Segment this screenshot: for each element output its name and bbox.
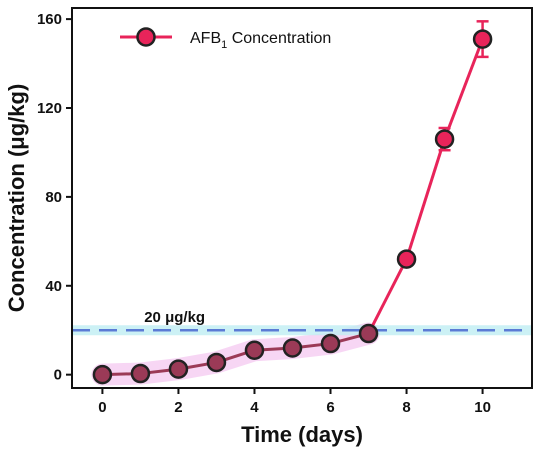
data-point: [358, 323, 379, 344]
data-point: [206, 352, 227, 373]
y-axis-label: Concentration (μg/kg): [4, 84, 29, 313]
series-line-segment: [405, 138, 446, 260]
x-ticks: 0 2 4 6 8 10: [98, 388, 491, 416]
x-tick-label: 0: [98, 399, 106, 416]
data-point: [244, 340, 265, 360]
reference-line-label: 20 μg/kg: [144, 309, 205, 326]
data-point: [92, 364, 113, 385]
data-point: [396, 249, 417, 269]
data-point: [130, 363, 151, 384]
y-ticks: 0 40 80 120 160: [37, 11, 72, 384]
x-tick-label: 10: [474, 399, 491, 416]
x-tick-label: 6: [326, 399, 334, 416]
legend: AFB1 Concentration: [120, 27, 331, 51]
data-point: [168, 359, 189, 379]
data-point: [282, 338, 303, 358]
legend-marker-sample: [136, 27, 156, 47]
series-line-segment: [367, 258, 408, 335]
data-point: [320, 333, 341, 354]
y-tick-label: 0: [54, 367, 62, 384]
legend-series-subscript: 1: [221, 39, 227, 51]
data-point: [472, 29, 493, 49]
legend-series-rest: Concentration: [227, 30, 331, 47]
legend-series-main: AFB: [190, 30, 221, 47]
series-group: [92, 20, 493, 385]
y-tick-label: 160: [37, 11, 62, 28]
axes-group: [71, 7, 533, 389]
y-tick-label: 120: [37, 100, 62, 117]
x-tick-label: 2: [174, 399, 182, 416]
x-axis-label: Time (days): [241, 422, 363, 447]
plot-frame: [71, 7, 533, 389]
x-tick-label: 4: [250, 399, 259, 416]
x-tick-label: 8: [402, 399, 410, 416]
y-tick-label: 40: [45, 278, 62, 295]
legend-entry-label: AFB1 Concentration: [190, 30, 331, 51]
data-point: [434, 129, 455, 149]
y-tick-label: 80: [45, 189, 62, 206]
series-line-segment: [443, 38, 484, 140]
